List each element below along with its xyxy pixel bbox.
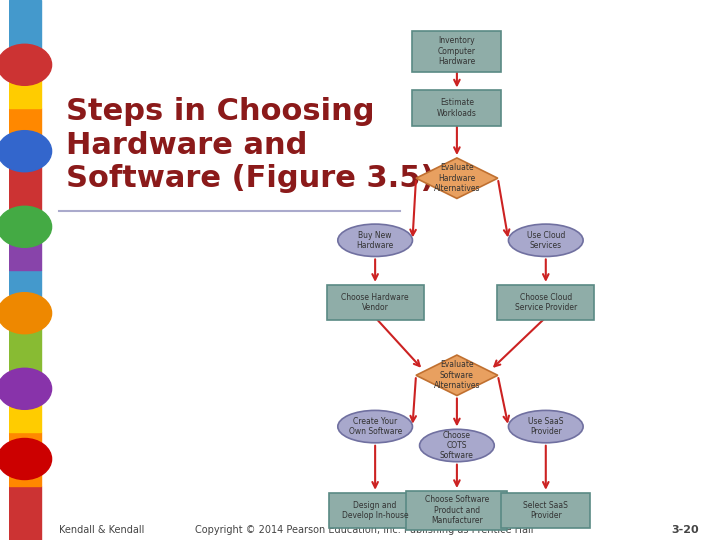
FancyBboxPatch shape [327, 285, 423, 320]
Circle shape [0, 206, 52, 247]
Text: Choose
COTS
Software: Choose COTS Software [440, 430, 474, 461]
Text: Choose Cloud
Service Provider: Choose Cloud Service Provider [515, 293, 577, 312]
Bar [9, 0, 41, 54]
Bar [9, 108, 41, 162]
FancyBboxPatch shape [413, 31, 501, 71]
Ellipse shape [508, 410, 583, 443]
FancyBboxPatch shape [498, 285, 594, 320]
Bar [9, 486, 41, 540]
Polygon shape [416, 158, 498, 198]
Ellipse shape [420, 429, 494, 462]
Text: Create Your
Own Software: Create Your Own Software [348, 417, 402, 436]
Text: Inventory
Computer
Hardware: Inventory Computer Hardware [438, 36, 476, 66]
Circle shape [0, 131, 52, 172]
Text: Buy New
Hardware: Buy New Hardware [356, 231, 394, 250]
Bar [9, 324, 41, 378]
Text: Kendall & Kendall: Kendall & Kendall [59, 524, 144, 535]
Text: Use SaaS
Provider: Use SaaS Provider [528, 417, 564, 436]
Bar [9, 162, 41, 216]
Circle shape [0, 293, 52, 334]
Bar [9, 216, 41, 270]
FancyBboxPatch shape [413, 90, 501, 126]
Text: Select SaaS
Provider: Select SaaS Provider [523, 501, 568, 520]
Text: Estimate
Workloads: Estimate Workloads [437, 98, 477, 118]
Text: Evaluate
Software
Alternatives: Evaluate Software Alternatives [433, 360, 480, 390]
Text: Design and
Develop In-house: Design and Develop In-house [342, 501, 408, 520]
Bar [9, 54, 41, 108]
Circle shape [0, 44, 52, 85]
Ellipse shape [508, 224, 583, 256]
Circle shape [0, 368, 52, 409]
Polygon shape [416, 355, 498, 395]
Text: Evaluate
Hardware
Alternatives: Evaluate Hardware Alternatives [433, 163, 480, 193]
Bar [9, 378, 41, 432]
Ellipse shape [338, 410, 413, 443]
Circle shape [0, 438, 52, 480]
FancyBboxPatch shape [501, 492, 590, 528]
Bar [9, 432, 41, 486]
Text: Steps in Choosing
Hardware and
Software (Figure 3.5): Steps in Choosing Hardware and Software … [66, 97, 434, 193]
Text: Choose Hardware
Vendor: Choose Hardware Vendor [341, 293, 409, 312]
FancyBboxPatch shape [406, 491, 508, 530]
Text: Choose Software
Product and
Manufacturer: Choose Software Product and Manufacturer [425, 495, 489, 525]
Text: Use Cloud
Services: Use Cloud Services [526, 231, 565, 250]
FancyBboxPatch shape [328, 492, 422, 528]
Bar [9, 270, 41, 324]
Text: 3-20: 3-20 [671, 524, 698, 535]
Ellipse shape [338, 224, 413, 256]
Text: Copyright © 2014 Pearson Education, Inc. Publishing as Prentice Hall: Copyright © 2014 Pearson Education, Inc.… [195, 524, 534, 535]
